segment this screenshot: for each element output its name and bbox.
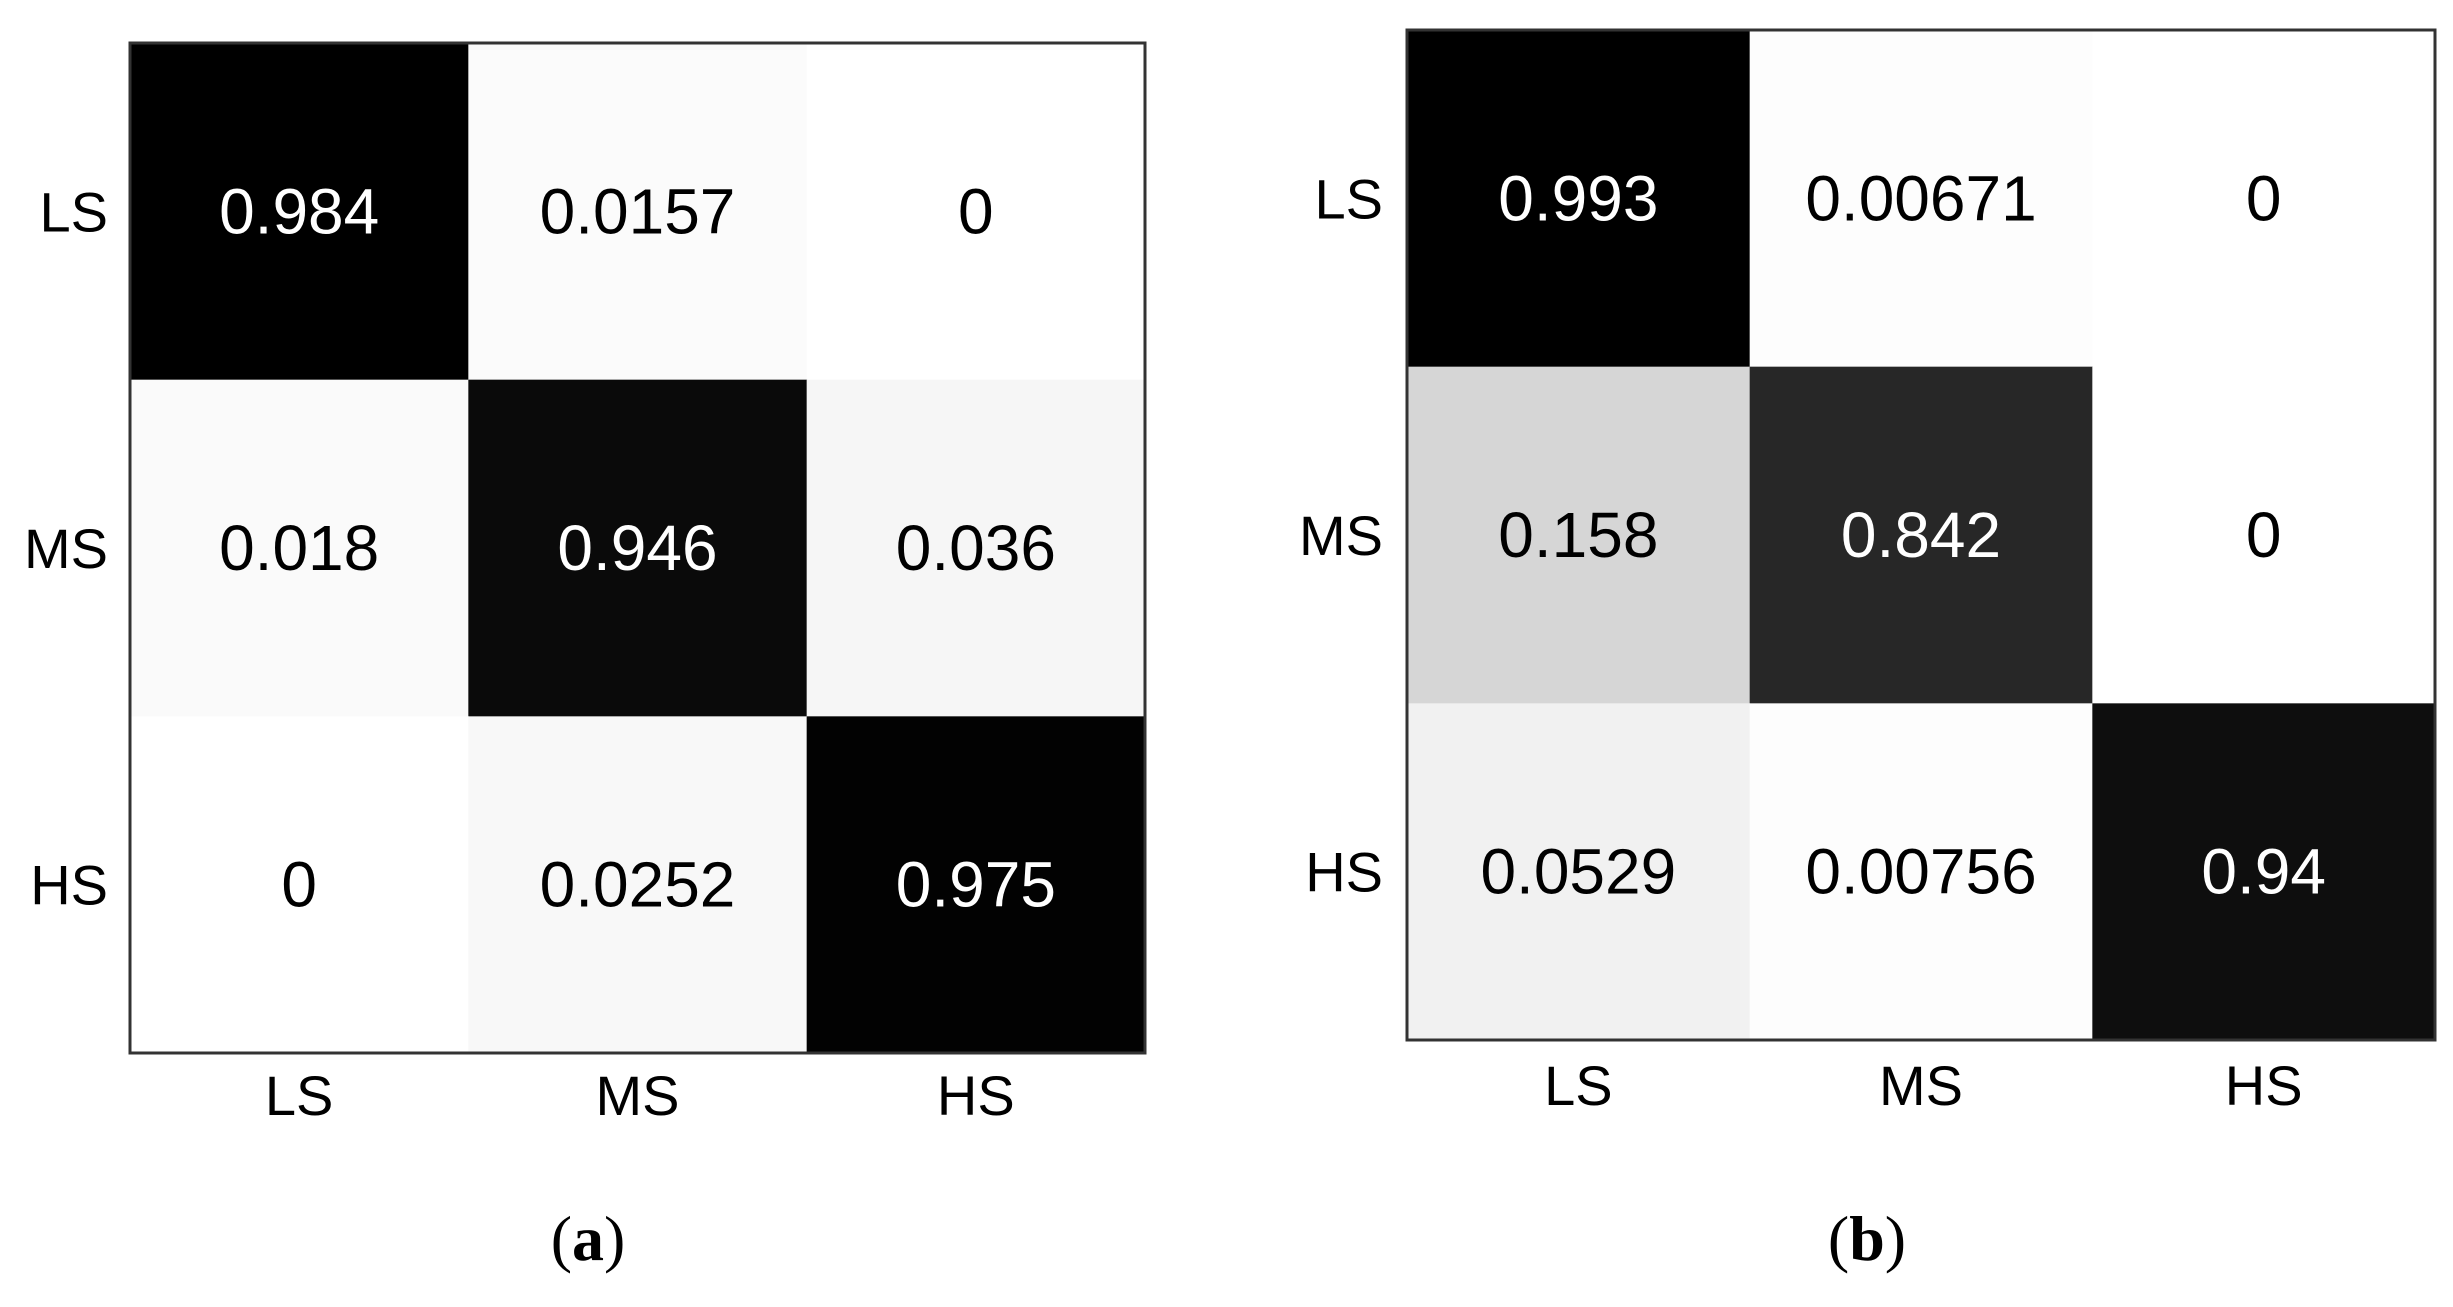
heatmap-cell-b-r2-c2 — [2092, 703, 2436, 1041]
cell-value-label-a-r1-c2: 0.036 — [896, 512, 1056, 584]
plot-border-b — [1405, 28, 2437, 1042]
heatmap-cell-a-r1-c2 — [806, 379, 1146, 717]
y-tick-label-a-1: MS — [24, 517, 108, 580]
heatmap-cell-b-r2-c0 — [1407, 703, 1751, 1041]
heatmap-cell-b-r0-c1 — [1749, 30, 2093, 368]
x-tick-label-b-1: MS — [1879, 1054, 1963, 1117]
cell-value-label-b-r0-c2: 0 — [2246, 162, 2282, 234]
y-tick-label-a-2: HS — [30, 854, 108, 917]
cell-value-label-b-r1-c1: 0.842 — [1841, 499, 2001, 571]
panel-label-open: ( — [1828, 1203, 1849, 1274]
panel-a: 0.984 0.0157 0 0.018 0.946 0.036 0 0.0252 0.975 L… — [24, 41, 1147, 1274]
cell-value-label-b-r2-c0: 0.0529 — [1480, 836, 1676, 908]
panel-label-open: ( — [551, 1203, 572, 1274]
heatmap-cell-a-r2-c1 — [468, 716, 808, 1054]
cell-value-label-b-r2-c1: 0.00756 — [1805, 836, 2036, 908]
cell-value-label-a-r0-c0: 0.984 — [219, 175, 379, 247]
heatmap-cell-b-r0-c2 — [2092, 30, 2436, 368]
cell-value-label-b-r0-c0: 0.993 — [1498, 162, 1658, 234]
panel-b: 0.993 0.00671 0 0.158 0.842 0 0.0529 0.00756 0.9… — [1299, 28, 2437, 1274]
cell-value-label-b-r2-c2: 0.94 — [2201, 836, 2326, 908]
panel-label-close: ) — [604, 1203, 625, 1274]
heatmap-cell-a-r1-c1 — [468, 379, 808, 717]
panel-label-letter: b — [1849, 1203, 1885, 1274]
cell-value-label-a-r0-c2: 0 — [958, 175, 994, 247]
panel-label-letter: a — [572, 1203, 604, 1274]
y-tick-label-b-1: MS — [1299, 504, 1383, 567]
x-tick-label-a-0: LS — [265, 1064, 334, 1127]
x-tick-label-a-1: MS — [596, 1064, 680, 1127]
y-tick-label-a-0: LS — [40, 180, 109, 243]
cell-value-label-a-r2-c0: 0 — [281, 849, 317, 921]
panel-label-close: ) — [1885, 1203, 1906, 1274]
plot-border-a — [128, 41, 1147, 1055]
heatmap-cell-a-r0-c2 — [806, 43, 1146, 381]
cell-value-label-a-r1-c0: 0.018 — [219, 512, 379, 584]
panel-label-a: (a) — [551, 1203, 626, 1274]
x-tick-label-b-0: LS — [1544, 1054, 1613, 1117]
heatmap-cell-a-r2-c2 — [806, 716, 1146, 1054]
heatmap-cell-b-r1-c2 — [2092, 366, 2436, 704]
heatmap-cell-b-r1-c1 — [1749, 366, 2093, 704]
heatmap-cell-b-r0-c0 — [1407, 30, 1751, 368]
heatmap-cell-b-r1-c0 — [1407, 366, 1751, 704]
cell-value-label-b-r0-c1: 0.00671 — [1805, 162, 2036, 234]
heatmap-cell-a-r0-c0 — [130, 43, 469, 381]
cell-value-label-b-r1-c0: 0.158 — [1498, 499, 1658, 571]
heatmap-cell-a-r0-c1 — [468, 43, 808, 381]
y-tick-label-b-2: HS — [1305, 841, 1383, 904]
cell-value-label-b-r1-c2: 0 — [2246, 499, 2282, 571]
y-tick-label-b-0: LS — [1315, 167, 1384, 230]
panel-label-b: (b) — [1828, 1203, 1906, 1274]
heatmap-cell-b-r2-c1 — [1749, 703, 2093, 1041]
heatmap-cell-a-r2-c0 — [130, 716, 469, 1054]
cell-value-label-a-r2-c1: 0.0252 — [540, 849, 736, 921]
cell-value-label-a-r0-c1: 0.0157 — [540, 175, 736, 247]
cell-value-label-a-r1-c1: 0.946 — [557, 512, 717, 584]
heatmap-cell-a-r1-c0 — [130, 379, 469, 717]
x-tick-label-a-2: HS — [937, 1064, 1015, 1127]
x-tick-label-b-2: HS — [2225, 1054, 2303, 1117]
cell-value-label-a-r2-c2: 0.975 — [896, 849, 1056, 921]
